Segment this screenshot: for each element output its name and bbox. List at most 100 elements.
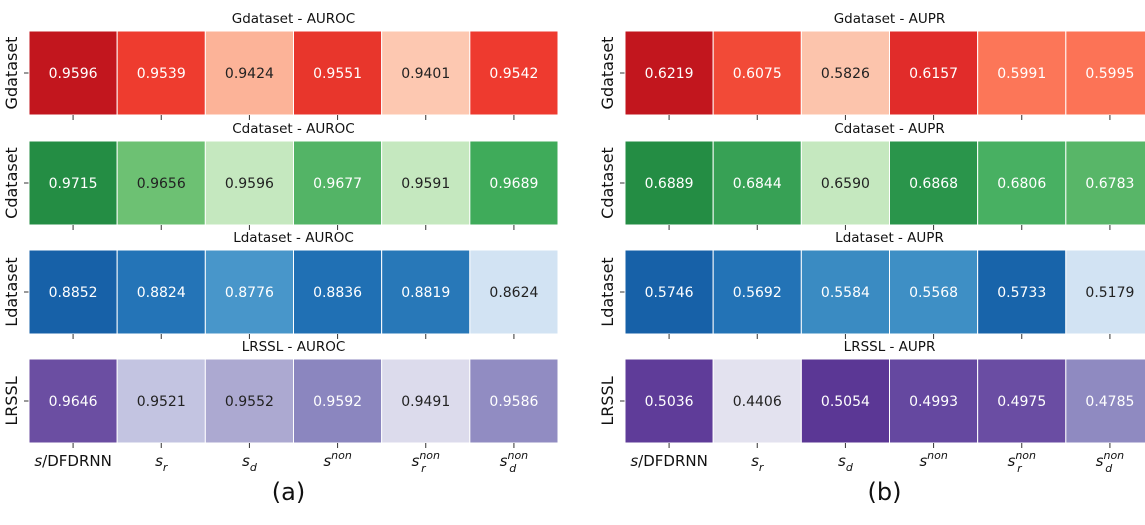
heatmap-cell <box>712 358 802 444</box>
heatmap-cell <box>204 30 294 116</box>
cell-value-label: 0.9539 <box>137 66 186 82</box>
cell-value-label: 0.6590 <box>821 176 870 192</box>
heatmap-cell <box>204 249 294 335</box>
cell-value-label: 0.6868 <box>909 176 958 192</box>
heatmap-cell <box>712 140 802 226</box>
heatmap-cell <box>293 249 383 335</box>
cell-value-label: 0.6157 <box>909 66 958 82</box>
heatmap-cell <box>800 140 890 226</box>
cell-value-label: 0.5692 <box>733 285 782 301</box>
x-tick-label: snon d <box>1096 449 1125 475</box>
cell-value-label: 0.9491 <box>401 394 450 410</box>
cell-value-label: 0.5991 <box>997 66 1046 82</box>
heatmap-cell <box>977 358 1067 444</box>
heatmap-cdataset-aupr: Cdataset - AUPR Cdataset 0.6889 0.6844 0.659… <box>598 121 1145 230</box>
heatmap-cell <box>624 358 714 444</box>
cell-value-label: 0.6219 <box>645 66 694 82</box>
heatmap-ldataset-aupr: Ldataset - AUPR Ldataset 0.5746 0.5692 0.558… <box>598 230 1145 339</box>
cell-value-label: 0.4975 <box>997 394 1046 410</box>
cell-value-label: 0.5584 <box>821 285 870 301</box>
heatmap-lrssl-auroc: LRSSL - AUROC LRSSL 0.9646 0.9521 0.9552 0.95… <box>2 339 559 448</box>
cell-value-label: 0.8776 <box>225 285 274 301</box>
heatmap-cell <box>116 30 206 116</box>
heatmap-cell <box>624 249 714 335</box>
heatmap-ylabel: Gdataset <box>598 37 617 110</box>
heatmap-title: Ldataset - AUROC <box>233 230 354 246</box>
cell-value-label: 0.5995 <box>1085 66 1134 82</box>
cell-value-label: 0.5826 <box>821 66 870 82</box>
heatmap-ylabel: Gdataset <box>2 37 21 110</box>
cell-value-label: 0.9424 <box>225 66 274 82</box>
x-tick-label: snon <box>919 449 948 470</box>
cell-value-label: 0.8824 <box>137 285 186 301</box>
cell-value-label: 0.5733 <box>997 285 1046 301</box>
heatmap-ylabel: Ldataset <box>2 257 21 326</box>
heatmap-cell <box>889 249 979 335</box>
heatmap-cell <box>469 358 559 444</box>
heatmap-cell <box>977 140 1067 226</box>
heatmap-ylabel: Cdataset <box>598 147 617 219</box>
heatmap-cdataset-auroc: Cdataset - AUROC Cdataset 0.9715 0.9656 0.95… <box>2 121 559 230</box>
cell-value-label: 0.9596 <box>225 176 274 192</box>
heatmap-cell <box>712 249 802 335</box>
cell-value-label: 0.4993 <box>909 394 958 410</box>
heatmap-cell <box>116 140 206 226</box>
heatmap-lrssl-aupr: LRSSL - AUPR LRSSL 0.5036 0.4406 0.5054 0.499… <box>598 339 1145 448</box>
heatmap-title: LRSSL - AUPR <box>844 339 936 355</box>
x-tick-label: s/DFDRNN <box>34 452 111 470</box>
cell-value-label: 0.8819 <box>401 285 450 301</box>
cell-value-label: 0.9689 <box>489 176 538 192</box>
heatmap-cell <box>977 249 1067 335</box>
x-tick-label: sd <box>838 452 854 474</box>
cell-value-label: 0.9542 <box>489 66 538 82</box>
heatmap-cell <box>28 140 118 226</box>
cell-value-label: 0.4785 <box>1085 394 1134 410</box>
heatmap-cell <box>293 30 383 116</box>
x-tick-label: snon d <box>500 449 529 475</box>
heatmap-cell <box>381 30 471 116</box>
heatmap-ylabel: Ldataset <box>598 257 617 326</box>
cell-value-label: 0.5746 <box>645 285 694 301</box>
heatmap-cell <box>1065 358 1145 444</box>
heatmap-gdataset-aupr: Gdataset - AUPR Gdataset 0.6219 0.6075 0.582… <box>598 11 1145 120</box>
cell-value-label: 0.9677 <box>313 176 362 192</box>
panel-label: (a) <box>272 478 305 506</box>
heatmap-cell <box>28 249 118 335</box>
cell-value-label: 0.8852 <box>49 285 98 301</box>
cell-value-label: 0.6075 <box>733 66 782 82</box>
cell-value-label: 0.6806 <box>997 176 1046 192</box>
cell-value-label: 0.9592 <box>313 394 362 410</box>
heatmap-gdataset-auroc: Gdataset - AUROC Gdataset 0.9596 0.9539 0.94… <box>2 11 559 120</box>
x-tick-label: sr <box>155 452 169 474</box>
heatmap-cell <box>712 30 802 116</box>
heatmap-cell <box>469 249 559 335</box>
cell-value-label: 0.8836 <box>313 285 362 301</box>
heatmap-title: Cdataset - AUPR <box>834 121 945 137</box>
x-tick-label: s/DFDRNN <box>630 452 707 470</box>
cell-value-label: 0.9521 <box>137 394 186 410</box>
cell-value-label: 0.9715 <box>49 176 98 192</box>
heatmap-cell <box>889 30 979 116</box>
cell-value-label: 0.5179 <box>1085 285 1134 301</box>
cell-value-label: 0.9586 <box>489 394 538 410</box>
heatmap-title: Gdataset - AUROC <box>232 11 356 27</box>
heatmap-cell <box>381 140 471 226</box>
x-tick-label: sd <box>242 452 258 474</box>
cell-value-label: 0.4406 <box>733 394 782 410</box>
heatmap-ylabel: LRSSL <box>598 376 617 425</box>
cell-value-label: 0.5036 <box>645 394 694 410</box>
cell-value-label: 0.9401 <box>401 66 450 82</box>
heatmap-cell <box>204 140 294 226</box>
x-tick-label: snon <box>323 449 352 470</box>
heatmap-ylabel: LRSSL <box>2 376 21 425</box>
cell-value-label: 0.5568 <box>909 285 958 301</box>
x-tick-label: sr <box>751 452 765 474</box>
heatmap-cell <box>28 358 118 444</box>
cell-value-label: 0.9646 <box>49 394 98 410</box>
cell-value-label: 0.8624 <box>489 285 538 301</box>
heatmap-title: Gdataset - AUPR <box>834 11 946 27</box>
heatmap-cell <box>1065 140 1145 226</box>
heatmap-cell <box>381 358 471 444</box>
heatmap-cell <box>1065 30 1145 116</box>
heatmap-cell <box>469 140 559 226</box>
